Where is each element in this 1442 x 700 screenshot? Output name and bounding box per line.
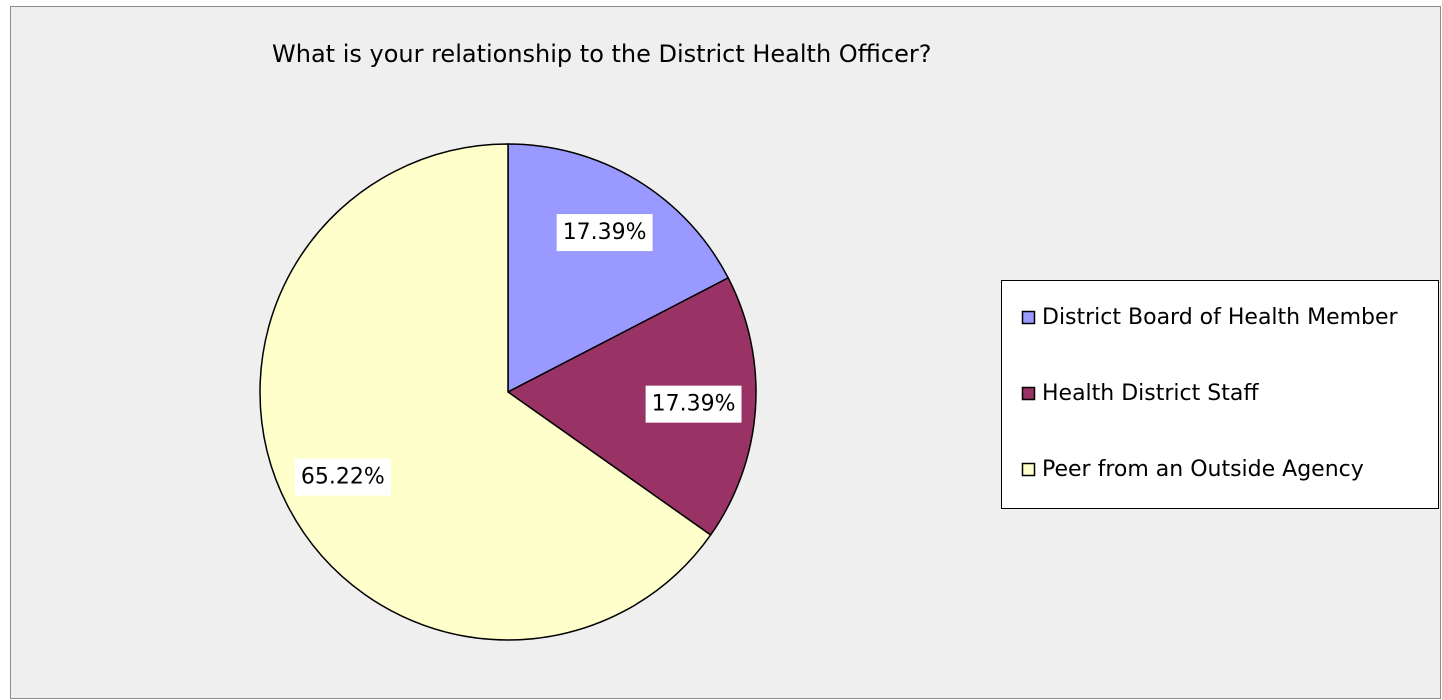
pie-slice — [259, 143, 712, 641]
data-label-bg — [294, 458, 391, 496]
pie-slice — [506, 276, 757, 537]
legend-swatch — [1021, 462, 1036, 477]
chart-title: What is your relationship to the Distric… — [272, 40, 931, 68]
data-label-bg — [645, 385, 742, 423]
data-label: 65.22% — [301, 465, 385, 490]
legend-swatch — [1021, 310, 1036, 325]
pie-slice — [507, 143, 730, 394]
data-label: 17.39% — [652, 392, 736, 417]
legend-box — [1001, 280, 1439, 509]
legend-label: Peer from an Outside Agency — [1042, 457, 1364, 482]
data-label-bg — [556, 214, 653, 252]
data-label: 17.39% — [563, 220, 647, 245]
legend-label: District Board of Health Member — [1042, 305, 1399, 330]
legend-label: Health District Staff — [1042, 381, 1259, 406]
legend-swatch — [1021, 386, 1036, 401]
